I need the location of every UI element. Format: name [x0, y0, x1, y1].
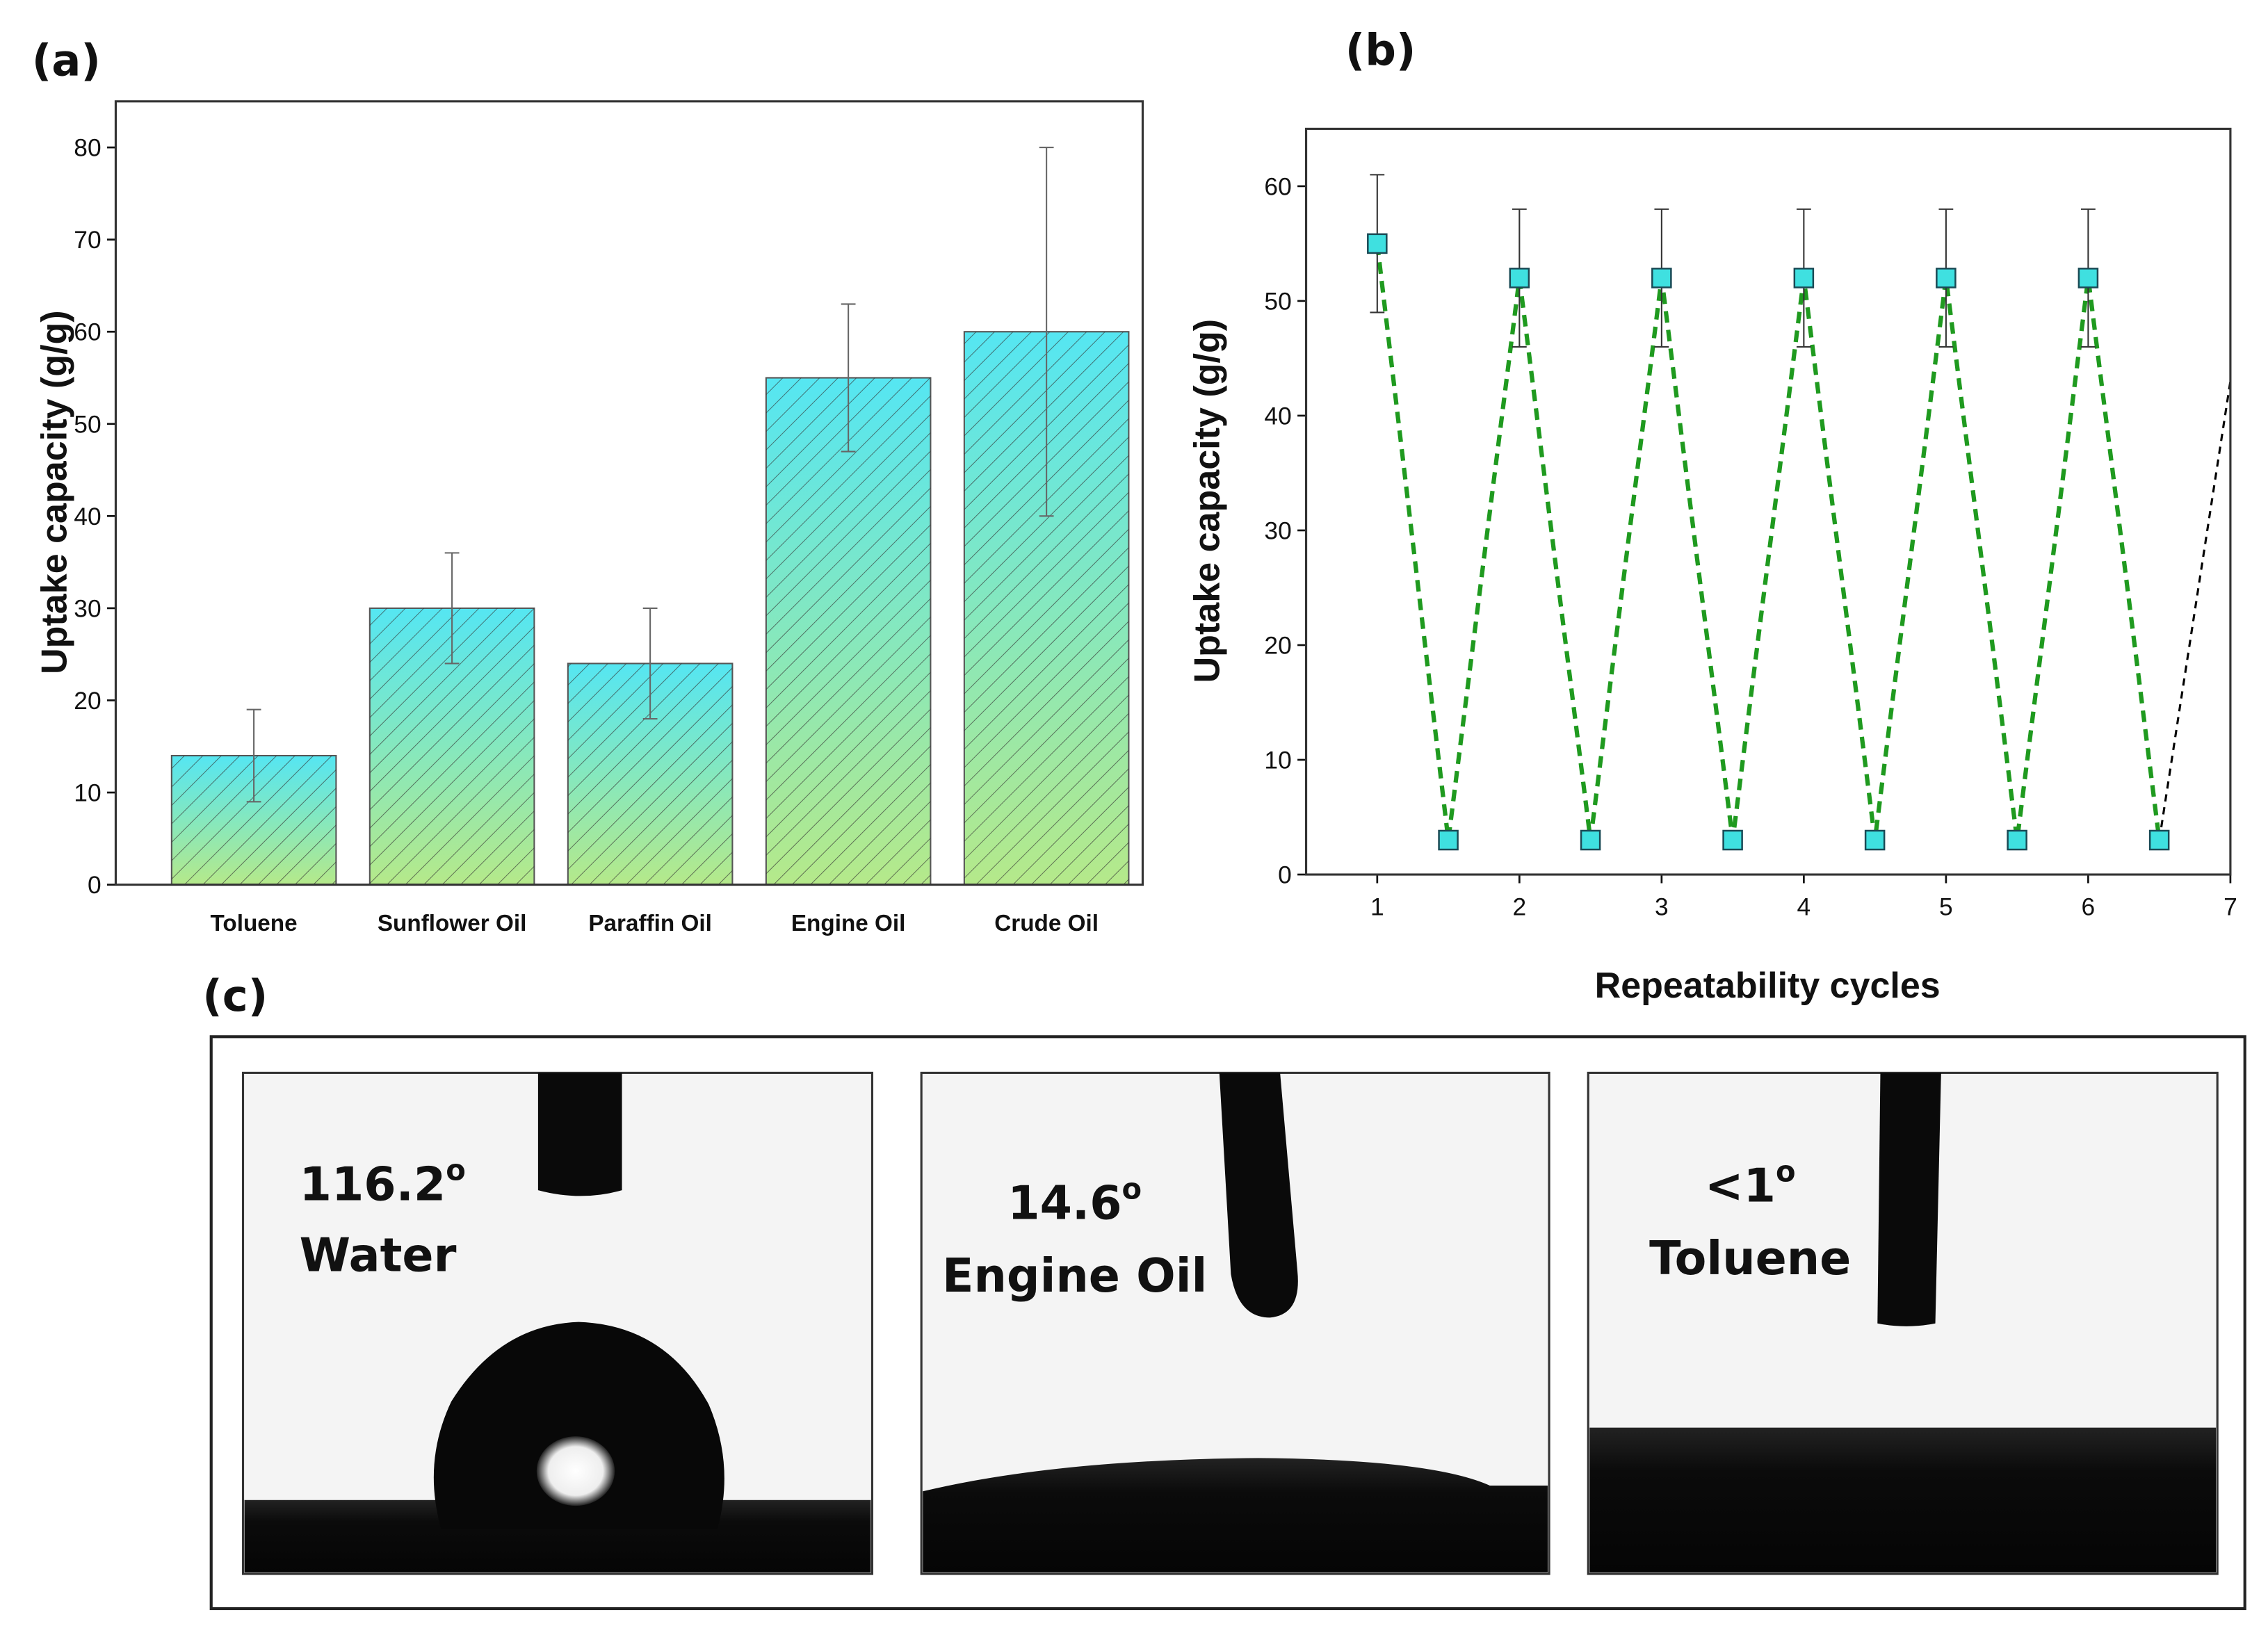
marker [2077, 268, 2099, 288]
y-tick-label: 20 [74, 688, 101, 715]
y-tick-label: 10 [74, 780, 101, 807]
panel-label: (a) [32, 35, 101, 86]
contact-angle: <1o [1705, 1155, 1796, 1213]
marker [1793, 268, 1815, 288]
marker [1367, 233, 1388, 254]
y-tick-label: 80 [74, 135, 101, 162]
marker [1722, 829, 1743, 851]
marker [2007, 829, 2027, 851]
y-tick-label: 50 [1264, 288, 1291, 315]
x-tick-label: 4 [1797, 893, 1811, 920]
series-line [2158, 381, 2230, 840]
y-tick-label: 40 [74, 503, 101, 530]
photo [1587, 1071, 2219, 1575]
marker [1438, 829, 1459, 851]
photo [920, 1071, 1550, 1575]
y-tick-label: 60 [74, 319, 101, 346]
marker [2148, 829, 2170, 851]
y-tick-label: 0 [1278, 861, 1292, 888]
y-tick-label: 50 [74, 411, 101, 438]
y-tick-label: 60 [1264, 173, 1291, 200]
x-tick-label: 2 [1512, 893, 1526, 920]
liquid-name: Water [300, 1228, 457, 1283]
x-tick-label: Sunflower Oil [378, 911, 526, 936]
x-tick-label: 3 [1655, 893, 1669, 920]
x-tick-label: 1 [1370, 893, 1384, 920]
bar-hatch [766, 377, 931, 885]
y-tick-label: 40 [1264, 403, 1291, 430]
contact-angle: 14.6o [1007, 1172, 1142, 1230]
y-tick-label: 0 [88, 872, 102, 899]
y-tick-label: 20 [1264, 632, 1291, 659]
liquid-name: Toluene [1649, 1231, 1851, 1285]
angle: <1 [1705, 1159, 1776, 1213]
angle: 116.2 [300, 1157, 446, 1212]
degree: o [1776, 1155, 1796, 1189]
plot-frame [1305, 127, 2232, 876]
y-tick-label: 30 [74, 595, 101, 622]
marker [1509, 268, 1530, 288]
photo-panel: 116.2o Water 14.6o Engine Oil <1o Toluen… [209, 1035, 2246, 1611]
panel-label: (b) [1345, 25, 1416, 76]
marker [1580, 829, 1601, 851]
series-line [1375, 243, 2162, 840]
liquid-name: Engine Oil [942, 1249, 1207, 1303]
degree: o [446, 1153, 466, 1187]
y-tick-label: 30 [1264, 517, 1291, 544]
y-tick-label: 10 [1264, 747, 1291, 774]
x-tick-label: 5 [1939, 893, 1953, 920]
x-tick-label: 7 [2224, 893, 2237, 920]
plot-frame [114, 100, 1144, 886]
x-tick-label: Engine Oil [791, 911, 906, 936]
photo [241, 1071, 874, 1575]
y-tick-label: 70 [74, 227, 101, 254]
contact-angle: 116.2o [300, 1153, 466, 1211]
marker [1651, 268, 1672, 288]
marker [1864, 829, 1886, 851]
x-axis-label: Repeatability cycles [1595, 966, 1941, 1006]
y-axis-label: Uptake capacity (g/g) [35, 310, 75, 674]
angle: 14.6 [1007, 1176, 1121, 1230]
x-tick-label: Paraffin Oil [588, 911, 712, 936]
y-axis-label: Uptake capacity (g/g) [1188, 319, 1228, 683]
panel-label: (c) [202, 970, 268, 1021]
x-tick-label: 6 [2082, 893, 2096, 920]
x-tick-label: Toluene [211, 911, 298, 936]
x-tick-label: Crude Oil [994, 911, 1099, 936]
degree: o [1122, 1172, 1142, 1206]
marker [1936, 268, 1957, 288]
